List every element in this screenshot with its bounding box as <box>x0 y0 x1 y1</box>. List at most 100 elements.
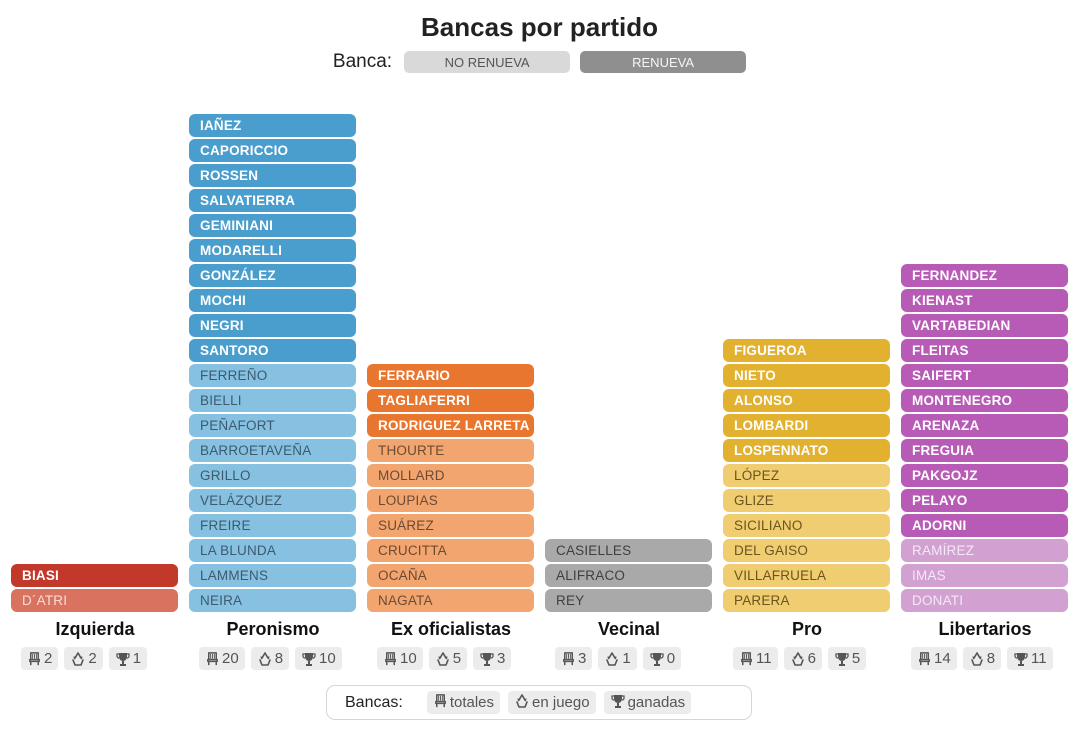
seats-won-value: 11 <box>1031 650 1047 667</box>
party-name-izquierda: Izquierda <box>55 619 135 639</box>
seats-in-play-pro: 6 <box>783 647 822 670</box>
seat-peronismo-grillo: GRILLO <box>189 464 356 487</box>
seat-libertarios-adorni: ADORNI <box>901 514 1068 537</box>
trophy-icon <box>649 651 665 667</box>
trophy-icon <box>610 693 626 713</box>
seat-pro-siciliano: SICILIANO <box>723 514 890 537</box>
party-stats-izquierda: 2 2 1 <box>21 647 148 670</box>
seat-ex-oficialistas-thourte: THOURTE <box>367 439 534 462</box>
seat-peronismo-rossen: ROSSEN <box>189 164 356 187</box>
party-name-ex-oficialistas: Ex oficialistas <box>390 619 512 639</box>
seat-libertarios-imas: IMAS <box>901 564 1068 587</box>
seat-libertarios-fernandez: FERNANDEZ <box>901 264 1068 287</box>
seat-libertarios-kienast: KIENAST <box>901 289 1068 312</box>
seats-won-libertarios: 11 <box>1007 647 1053 670</box>
seat-status-legend: Banca: NO RENUEVA RENUEVA <box>0 51 1079 73</box>
recycle-icon <box>435 651 451 667</box>
seat-peronismo-modarelli: MODARELLI <box>189 239 356 262</box>
seats-won-value: 3 <box>497 650 506 667</box>
trophy-icon <box>834 651 850 667</box>
legend-ganadas: ganadas <box>603 691 692 714</box>
seat-peronismo-santoro: SANTORO <box>189 339 356 362</box>
seats-total-value: 10 <box>400 650 417 667</box>
seats-in-play-value: 2 <box>88 650 97 667</box>
party-stats-pro: 11 6 5 <box>733 647 867 670</box>
seat-peronismo-ianez: IAÑEZ <box>189 114 356 137</box>
seat-vecinal-rey: REY <box>545 589 712 612</box>
seat-pro-lospennato: LOSPENNATO <box>723 439 890 462</box>
seats-in-play-value: 1 <box>622 650 631 667</box>
trophy-icon <box>115 651 131 667</box>
legend-ganadas-label: ganadas <box>627 694 686 711</box>
recycle-icon <box>257 651 273 667</box>
seat-pro-villafruela: VILLAFRUELA <box>723 564 890 587</box>
seat-pro-glize: GLIZE <box>723 489 890 512</box>
seat-izquierda-biasi: BIASI <box>11 564 178 587</box>
seat-vecinal-casielles: CASIELLES <box>545 539 712 562</box>
seat-peronismo-ferreno: FERREÑO <box>189 364 356 387</box>
seat-peronismo-lammens: LAMMENS <box>189 564 356 587</box>
seat-pro-figueroa: FIGUEROA <box>723 339 890 362</box>
seat-icon <box>561 651 576 666</box>
seats-total-value: 11 <box>756 650 772 667</box>
seats-in-play-value: 6 <box>807 650 816 667</box>
seats-total-value: 20 <box>222 650 239 667</box>
seat-peronismo-penafort: PEÑAFORT <box>189 414 356 437</box>
seats-in-play-value: 5 <box>452 650 462 667</box>
seats-won-ex-oficialistas: 3 <box>473 647 512 670</box>
seat-libertarios-vartabedian: VARTABEDIAN <box>901 314 1068 337</box>
seat-peronismo-mochi: MOCHI <box>189 289 356 312</box>
seats-won-value: 5 <box>851 650 861 667</box>
seats-total-value: 14 <box>934 650 951 667</box>
legend-totales: totales <box>426 691 501 714</box>
seat-libertarios-fleitas: FLEITAS <box>901 339 1068 362</box>
legend-en-juego: en juego <box>508 691 596 714</box>
recycle-icon <box>604 651 620 667</box>
legend-totales-label: totales <box>449 694 495 711</box>
seat-libertarios-saifert: SAIFERT <box>901 364 1068 387</box>
seats-total-value: 2 <box>44 650 53 667</box>
seat-pro-lopez: LÓPEZ <box>723 464 890 487</box>
seats-won-peronismo: 10 <box>295 647 342 670</box>
legend-en-juego-label: en juego <box>532 694 590 711</box>
seat-count-legend: Bancas: totales en juego ganadas <box>326 685 752 720</box>
seat-peronismo-caporiccio: CAPORICCIO <box>189 139 356 162</box>
seats-total-izquierda: 2 <box>21 647 59 670</box>
seat-peronismo-freire: FREIRE <box>189 514 356 537</box>
seats-total-libertarios: 14 <box>911 647 957 670</box>
seats-in-play-izquierda: 2 <box>64 647 103 670</box>
seat-ex-oficialistas-loupias: LOUPIAS <box>367 489 534 512</box>
seat-pro-nieto: NIETO <box>723 364 890 387</box>
trophy-icon <box>301 651 317 667</box>
seat-ex-oficialistas-rodriguez-larreta: RODRIGUEZ LARRETA <box>367 414 534 437</box>
recycle-icon <box>790 651 806 667</box>
seat-peronismo-gonzalez: GONZÁLEZ <box>189 264 356 287</box>
seat-pro-lombardi: LOMBARDI <box>723 414 890 437</box>
seat-pro-del-gaiso: DEL GAISO <box>723 539 890 562</box>
seat-peronismo-la-blunda: LA BLUNDA <box>189 539 356 562</box>
party-stats-libertarios: 14 8 11 <box>911 647 1053 670</box>
seat-ex-oficialistas-nagata: NAGATA <box>367 589 534 612</box>
seat-peronismo-bielli: BIELLI <box>189 389 356 412</box>
seats-in-play-libertarios: 8 <box>962 647 1002 670</box>
seat-peronismo-velazquez: VELÁZQUEZ <box>189 489 356 512</box>
seat-libertarios-pelayo: PELAYO <box>901 489 1068 512</box>
seats-in-play-vecinal: 1 <box>598 647 637 670</box>
seats-won-value: 1 <box>132 650 142 667</box>
trophy-icon <box>479 651 495 667</box>
trophy-icon <box>1013 651 1029 667</box>
recycle-icon <box>969 651 985 667</box>
seat-ex-oficialistas-crucitta: CRUCITTA <box>367 539 534 562</box>
seats-total-peronismo: 20 <box>199 647 245 670</box>
seat-izquierda-d-atri: D´ATRI <box>11 589 178 612</box>
recycle-icon <box>514 693 530 713</box>
seat-ex-oficialistas-ocana: OCAÑA <box>367 564 534 587</box>
seats-won-vecinal: 0 <box>642 647 682 670</box>
seat-libertarios-pakgojz: PAKGOJZ <box>901 464 1068 487</box>
seat-ex-oficialistas-mollard: MOLLARD <box>367 464 534 487</box>
seats-in-play-value: 8 <box>986 650 996 667</box>
seat-pro-alonso: ALONSO <box>723 389 890 412</box>
seats-won-value: 10 <box>319 650 336 667</box>
seat-libertarios-ramirez: RAMÍREZ <box>901 539 1068 562</box>
